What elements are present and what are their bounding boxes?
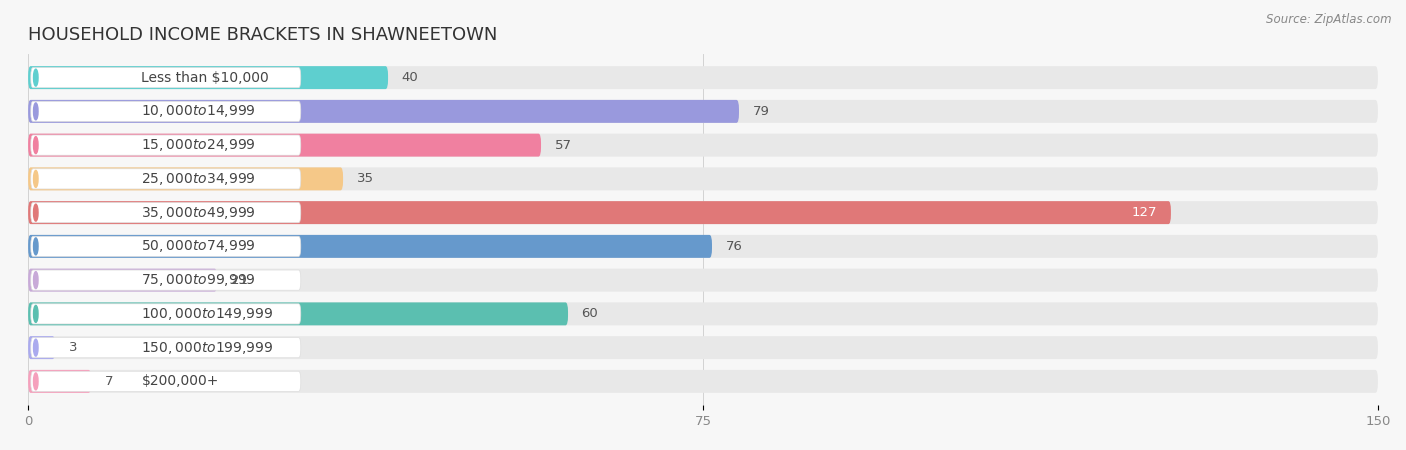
Text: Source: ZipAtlas.com: Source: ZipAtlas.com xyxy=(1267,14,1392,27)
FancyBboxPatch shape xyxy=(31,236,301,256)
Text: $10,000 to $14,999: $10,000 to $14,999 xyxy=(142,104,256,119)
Circle shape xyxy=(34,69,38,86)
FancyBboxPatch shape xyxy=(31,371,301,392)
Circle shape xyxy=(34,103,38,120)
Text: HOUSEHOLD INCOME BRACKETS IN SHAWNEETOWN: HOUSEHOLD INCOME BRACKETS IN SHAWNEETOWN xyxy=(28,26,498,44)
Circle shape xyxy=(34,306,38,322)
FancyBboxPatch shape xyxy=(28,235,711,258)
Text: 127: 127 xyxy=(1132,206,1157,219)
FancyBboxPatch shape xyxy=(28,167,343,190)
FancyBboxPatch shape xyxy=(28,336,55,359)
Text: $100,000 to $149,999: $100,000 to $149,999 xyxy=(142,306,274,322)
Text: 76: 76 xyxy=(725,240,742,253)
FancyBboxPatch shape xyxy=(28,134,541,157)
Text: 35: 35 xyxy=(357,172,374,185)
FancyBboxPatch shape xyxy=(28,269,217,292)
FancyBboxPatch shape xyxy=(31,270,301,290)
Circle shape xyxy=(34,137,38,153)
Text: Less than $10,000: Less than $10,000 xyxy=(142,71,270,85)
Text: 79: 79 xyxy=(752,105,769,118)
Text: 3: 3 xyxy=(69,341,77,354)
FancyBboxPatch shape xyxy=(31,304,301,324)
FancyBboxPatch shape xyxy=(28,201,1171,224)
FancyBboxPatch shape xyxy=(28,235,1378,258)
Circle shape xyxy=(34,339,38,356)
Text: 40: 40 xyxy=(402,71,419,84)
Circle shape xyxy=(34,373,38,390)
FancyBboxPatch shape xyxy=(28,100,740,123)
FancyBboxPatch shape xyxy=(31,169,301,189)
FancyBboxPatch shape xyxy=(28,167,1378,190)
Text: $50,000 to $74,999: $50,000 to $74,999 xyxy=(142,238,256,254)
FancyBboxPatch shape xyxy=(28,302,1378,325)
FancyBboxPatch shape xyxy=(28,336,1378,359)
FancyBboxPatch shape xyxy=(31,68,301,88)
Text: $200,000+: $200,000+ xyxy=(142,374,219,388)
FancyBboxPatch shape xyxy=(28,100,1378,123)
Text: $75,000 to $99,999: $75,000 to $99,999 xyxy=(142,272,256,288)
FancyBboxPatch shape xyxy=(31,101,301,122)
Text: 21: 21 xyxy=(231,274,247,287)
Text: 57: 57 xyxy=(554,139,571,152)
FancyBboxPatch shape xyxy=(31,135,301,155)
Text: 60: 60 xyxy=(582,307,599,320)
FancyBboxPatch shape xyxy=(31,202,301,223)
FancyBboxPatch shape xyxy=(28,370,91,393)
FancyBboxPatch shape xyxy=(28,269,1378,292)
FancyBboxPatch shape xyxy=(28,370,1378,393)
FancyBboxPatch shape xyxy=(28,134,1378,157)
FancyBboxPatch shape xyxy=(31,338,301,358)
FancyBboxPatch shape xyxy=(28,201,1378,224)
Text: 7: 7 xyxy=(104,375,112,388)
FancyBboxPatch shape xyxy=(28,66,1378,89)
FancyBboxPatch shape xyxy=(28,66,388,89)
Text: $150,000 to $199,999: $150,000 to $199,999 xyxy=(142,340,274,356)
Circle shape xyxy=(34,204,38,221)
FancyBboxPatch shape xyxy=(28,302,568,325)
Circle shape xyxy=(34,171,38,187)
Text: $15,000 to $24,999: $15,000 to $24,999 xyxy=(142,137,256,153)
Text: $35,000 to $49,999: $35,000 to $49,999 xyxy=(142,205,256,220)
Text: $25,000 to $34,999: $25,000 to $34,999 xyxy=(142,171,256,187)
Circle shape xyxy=(34,238,38,255)
Circle shape xyxy=(34,272,38,288)
